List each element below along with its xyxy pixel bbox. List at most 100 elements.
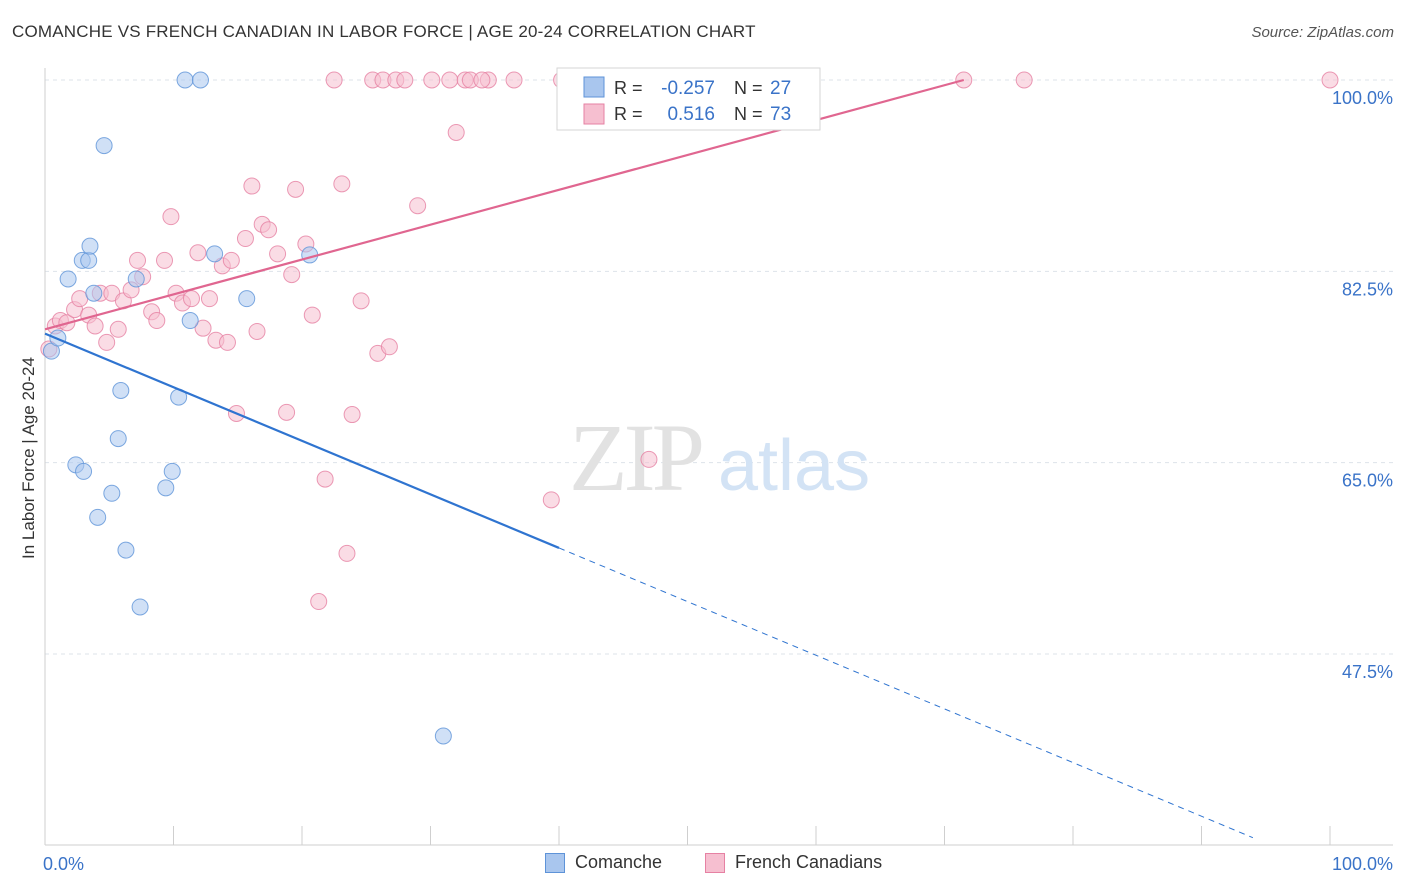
french-canadian-point [236,230,254,248]
y-tick-label: 82.5% [1342,279,1393,299]
french-canadian-point [473,71,491,89]
french-canadian-point [109,320,127,338]
french-canadian-point [194,319,212,337]
comanche-point [95,137,113,155]
french-canadian-point [200,290,218,308]
comanche-trend-extension [558,547,1254,839]
comanche-point [176,71,194,89]
french-canadian-point [343,406,361,424]
stats-swatch-french [583,103,605,125]
comanche-point [112,382,130,400]
french-canadian-point [162,208,180,226]
french-canadian-point [278,403,296,421]
x-tick-label: 0.0% [43,854,84,874]
chart-title: COMANCHE VS FRENCH CANADIAN IN LABOR FOR… [12,22,756,41]
stats-r-label-comanche: R = [614,78,643,98]
stats-swatch-comanche [583,76,605,98]
comanche-point [59,270,77,288]
y-tick-label: 65.0% [1342,471,1393,491]
legend-label-french-canadians: French Canadians [735,852,883,872]
french-canadian-point [1015,71,1033,89]
comanche-point [191,71,209,89]
points-layer [40,71,1339,745]
stats-r-value-french: 0.516 [667,104,715,125]
french-canadian-point [269,245,287,263]
french-canadian-point [396,71,414,89]
x-tick-label: 100.0% [1332,854,1393,874]
french-canadian-point [148,312,166,330]
french-canadian-point [380,338,398,356]
comanche-point [127,270,145,288]
french-canadian-point [86,317,104,335]
source-label: Source: ZipAtlas.com [1251,24,1394,41]
french-canadian-point [542,491,560,509]
legend-swatch-french-canadians [705,852,725,873]
french-canadian-point [409,197,427,215]
french-canadian-point [222,251,240,269]
french-canadian-point [505,71,523,89]
french-canadian-point [71,290,89,308]
stats-legend: R = -0.257 N = 27 R = 0.516 N = 73 [556,67,821,131]
french-canadian-point [640,450,658,468]
french-canadian-point [333,175,351,193]
french-canadian-point [182,290,200,308]
watermark-atlas: atlas [718,426,870,506]
french-canadian-point [316,470,334,488]
stats-n-label-french: N = [734,104,763,124]
axes-layer [44,68,1393,846]
french-canadian-point [283,266,301,284]
stats-r-value-comanche: -0.257 [661,78,715,99]
french-canadian-point [447,123,465,141]
french-canadian-point [325,71,343,89]
comanche-point [75,462,93,480]
french-canadian-point [129,251,147,269]
french-canadian-point [287,180,305,198]
french-canadian-trend-line [44,78,965,331]
french-canadian-point [1321,71,1339,89]
comanche-point [81,237,99,255]
comanche-trend-line [44,332,560,549]
french-canadian-point [338,544,356,562]
stats-r-label-french: R = [614,104,643,124]
comanche-point [157,479,175,497]
stats-n-label-comanche: N = [734,78,763,98]
french-canadian-point [423,71,441,89]
watermark-zip: ZIP [569,404,702,511]
comanche-point [131,598,149,616]
comanche-point [238,290,256,308]
comanche-point [434,727,452,745]
comanche-point [181,312,199,330]
comanche-point [103,484,121,502]
french-canadian-point [441,71,459,89]
y-tick-label: 100.0% [1332,88,1393,108]
french-canadian-point [352,292,370,310]
legend-item-french-canadians[interactable]: French Canadians [705,852,882,873]
comanche-point [163,462,181,480]
legend-item-comanche[interactable]: Comanche [545,852,662,873]
french-canadian-point [98,333,116,351]
comanche-point [109,430,127,448]
comanche-point [206,245,224,263]
y-axis-label: In Labor Force | Age 20-24 [19,357,38,559]
y-tick-label: 47.5% [1342,662,1393,682]
watermark: ZIP atlas [569,404,870,511]
french-canadian-point [189,244,207,262]
french-canadian-point [303,306,321,324]
comanche-point [80,251,98,269]
tick-label-layer: 47.5% 65.0% 82.5% 100.0% 0.0% 100.0% [43,88,1393,874]
french-canadian-point [243,177,261,195]
french-canadian-point [310,593,328,611]
legend-swatch-comanche [545,852,565,873]
grid-layer [45,79,1393,655]
french-canadian-point [260,221,278,239]
series-legend: Comanche French Canadians [0,852,1406,878]
stats-n-value-french: 73 [770,104,791,125]
legend-label-comanche: Comanche [575,852,663,872]
comanche-point [89,508,107,526]
french-canadian-point [248,322,266,340]
comanche-point [117,541,135,559]
comanche-point [85,284,103,302]
french-canadian-point [156,251,174,269]
french-canadian-point [218,333,236,351]
